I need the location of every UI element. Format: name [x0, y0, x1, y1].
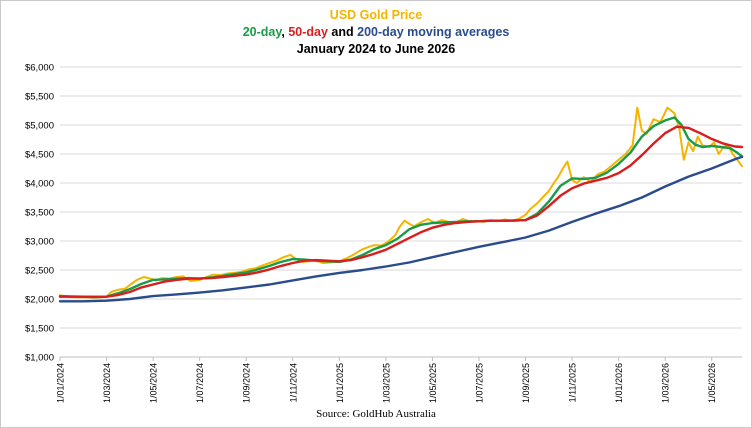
- chart-subtitle: 20-day, 50-day and 200-day moving averag…: [0, 25, 752, 40]
- y-tick-label: $1,500: [25, 324, 54, 335]
- x-tick-label: 1/01/2025: [335, 363, 345, 403]
- x-tick-label: 1/05/2025: [428, 363, 438, 403]
- x-tick-label: 1/01/2024: [56, 363, 66, 403]
- x-tick-label: 1/03/2025: [381, 363, 391, 403]
- x-tick-label: 1/11/2024: [288, 363, 298, 402]
- y-tick-label: $5,500: [25, 92, 54, 103]
- x-tick-label: 1/05/2026: [707, 363, 717, 403]
- subtitle-part-1: ,: [281, 25, 289, 39]
- x-tick-label: 1/05/2024: [149, 363, 159, 403]
- y-tick-label: $1,000: [25, 353, 54, 364]
- series-line-price: [59, 106, 743, 299]
- y-tick-label: $3,000: [25, 237, 54, 248]
- x-tick-label: 1/09/2025: [521, 363, 531, 403]
- subtitle-part-0: 20-day: [242, 25, 282, 39]
- subtitle-part-3: and: [327, 25, 358, 39]
- y-tick-label: $2,000: [25, 295, 54, 306]
- series-line-ma200: [58, 155, 744, 303]
- series-lines: [58, 106, 744, 303]
- x-tick-label: 1/03/2026: [661, 363, 671, 403]
- y-tick-label: $4,500: [25, 150, 54, 161]
- title-part-0: USD Gold Price: [329, 8, 423, 22]
- x-tick-label: 1/07/2025: [474, 363, 484, 403]
- y-tick-label: $3,500: [25, 208, 54, 219]
- grid-lines: [60, 66, 742, 358]
- x-tick-label: 1/01/2026: [614, 363, 624, 403]
- y-axis-ticks: $1,000 $1,500 $2,000 $2,500 $3,000 $3,500 $4,0…: [25, 63, 54, 364]
- subtitle-part-2: 50-day: [288, 25, 328, 39]
- series-line-ma50: [58, 125, 744, 298]
- y-tick-label: $2,500: [25, 266, 54, 277]
- chart-period: January 2024 to June 2026: [296, 42, 456, 56]
- x-tick-label: 1/03/2024: [102, 363, 112, 403]
- y-tick-label: $5,000: [25, 121, 54, 132]
- source-note: Source: GoldHub Australia: [316, 408, 436, 420]
- x-tick-label: 1/09/2024: [242, 363, 252, 403]
- y-tick-label: $4,000: [25, 179, 54, 190]
- x-tick-label: 1/11/2025: [568, 363, 578, 402]
- y-tick-label: $6,000: [25, 63, 54, 74]
- subtitle-part-4: 200-day moving averages: [357, 25, 510, 39]
- x-tick-label: 1/07/2024: [195, 363, 205, 403]
- chart-title: USD Gold Price: [0, 8, 752, 23]
- x-axis-ticks: 1/01/2024 1/03/2024 1/05/2024 1/07/2024 1/09…: [56, 357, 717, 403]
